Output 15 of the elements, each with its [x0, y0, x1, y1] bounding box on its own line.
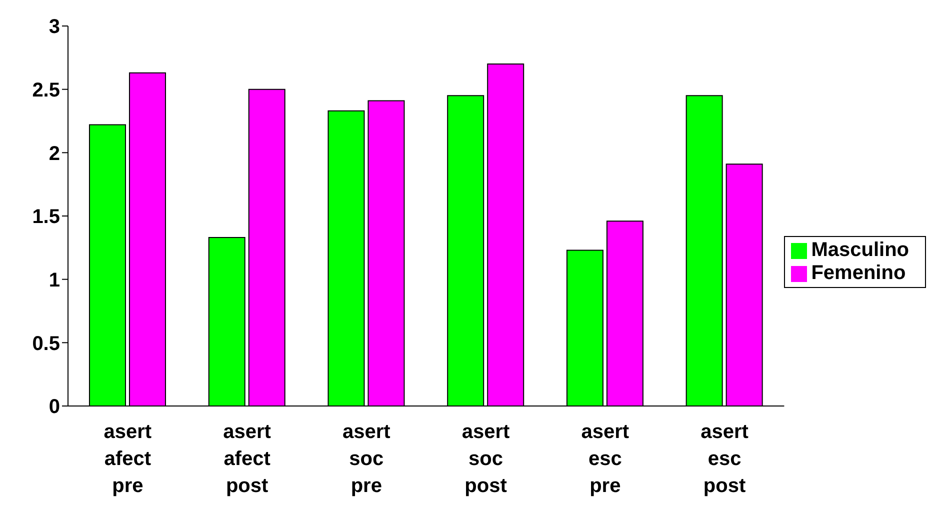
- x-tick-label: asert soc post: [462, 421, 510, 497]
- x-tick-label: asert esc post: [700, 421, 749, 497]
- legend-label: Masculino: [811, 239, 909, 261]
- x-tick-label: asert afect post: [223, 421, 272, 497]
- legend-label: Femenino: [811, 262, 906, 284]
- y-tick-label: 2.5: [32, 79, 60, 102]
- y-tick-label: 2: [48, 142, 60, 165]
- y-tick-label: 1: [48, 269, 60, 292]
- y-tick-label: 0: [48, 396, 60, 418]
- x-tick-label: asert soc pre: [342, 421, 391, 497]
- y-tick-label: 0.5: [32, 332, 60, 355]
- y-tick-label: 1.5: [32, 206, 60, 228]
- x-tick-label: asert afect pre: [104, 421, 152, 497]
- x-tick-label: asert esc pre: [581, 421, 630, 497]
- y-tick-label: 3: [48, 16, 60, 38]
